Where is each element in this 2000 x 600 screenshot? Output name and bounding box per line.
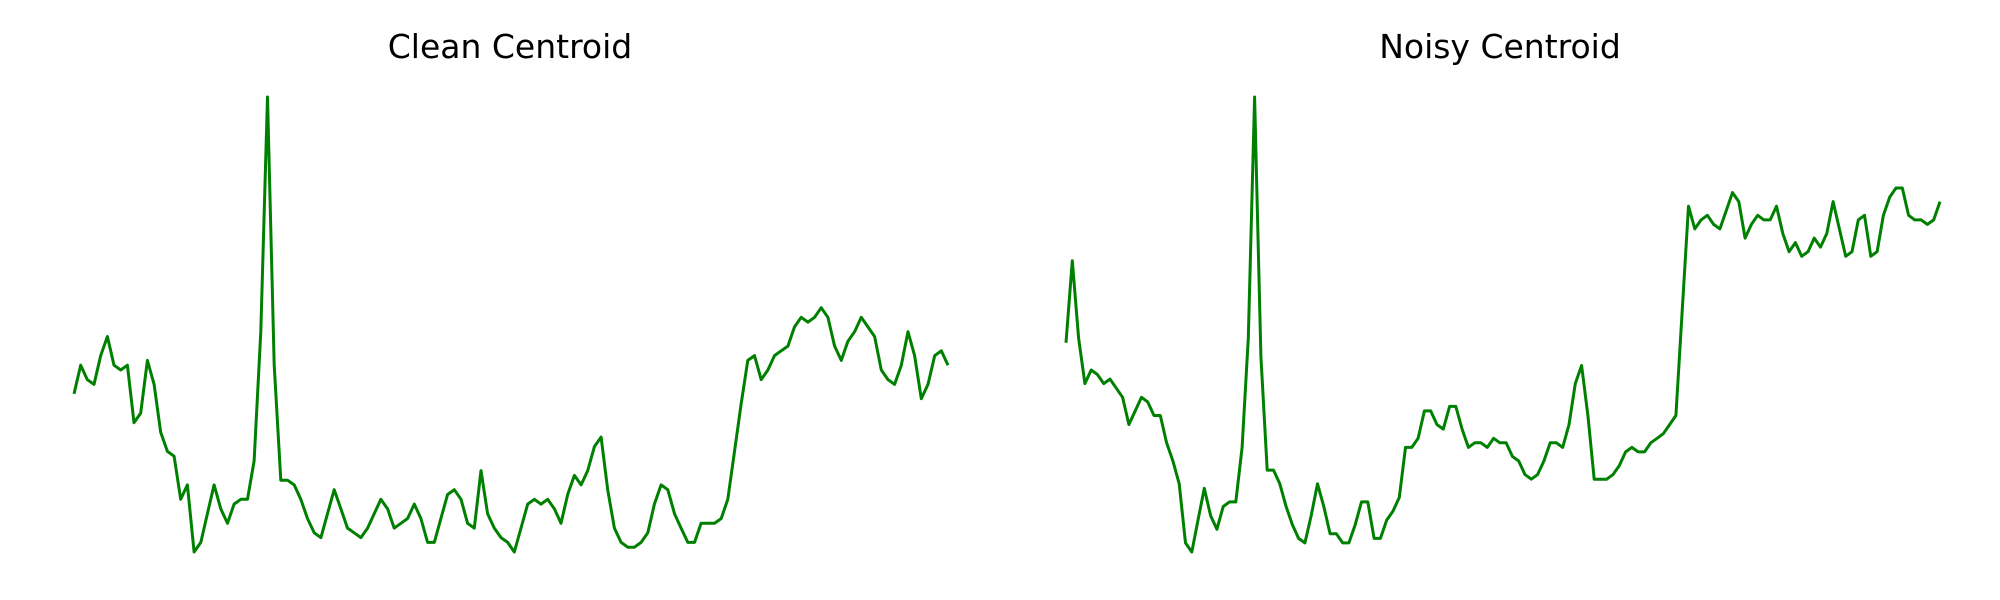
clean-centroid-series-line	[72, 95, 950, 554]
clean-centroid-title: Clean Centroid	[388, 27, 633, 66]
clean-centroid-chart: Clean Centroid	[72, 27, 950, 554]
noisy-centroid-chart: Noisy Centroid	[1064, 27, 1942, 554]
noisy-centroid-series-line	[1064, 95, 1942, 554]
noisy-centroid-title: Noisy Centroid	[1379, 27, 1621, 66]
